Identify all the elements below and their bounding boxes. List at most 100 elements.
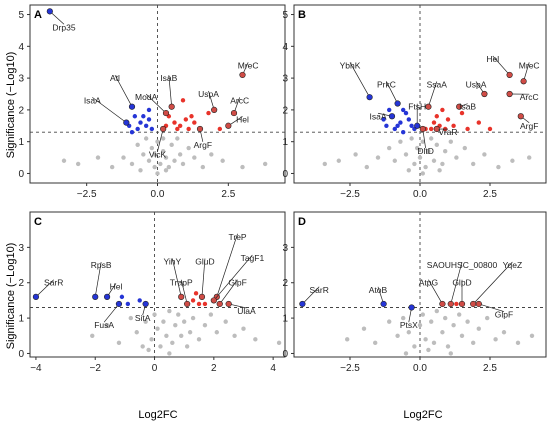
gene-label: Drp35 [52, 22, 75, 32]
point-not-significant [172, 158, 177, 163]
point-not-significant [403, 152, 409, 157]
labeled-point [475, 300, 482, 308]
point-not-significant [262, 161, 268, 167]
label-leader [478, 303, 505, 312]
gene-label: VraR [438, 127, 457, 137]
point-upregulated [175, 126, 180, 132]
gene-label: MreC [238, 60, 259, 70]
point-not-significant [429, 136, 434, 141]
point-not-significant [184, 344, 190, 349]
point-not-significant [448, 139, 453, 144]
label-leader [171, 258, 182, 297]
labeled-point [517, 113, 524, 120]
y-tick-label: 1 [282, 137, 288, 148]
x-tick-label: −2.5 [340, 189, 360, 200]
point-upregulated [196, 301, 202, 307]
labeled-point [196, 125, 204, 133]
point-upregulated [206, 110, 211, 116]
point-not-significant [485, 315, 490, 321]
point-upregulated [193, 291, 199, 296]
labeled-point [239, 71, 246, 79]
point-upregulated [440, 107, 445, 113]
gene-label: ModA [135, 92, 158, 102]
labeled-point [168, 103, 175, 110]
gene-label: IsaB [459, 102, 476, 112]
label-leader [208, 90, 215, 110]
y-tick-label: 0 [18, 169, 24, 180]
point-upregulated [459, 110, 465, 116]
point-not-significant [128, 315, 134, 321]
point-not-significant [173, 322, 178, 328]
point-not-significant [476, 326, 481, 331]
labeled-point [216, 300, 223, 308]
point-not-significant [426, 149, 431, 154]
label-leader [103, 303, 120, 323]
gene-label: TagF1 [241, 253, 265, 263]
gene-label: YbhK [340, 60, 361, 70]
point-not-significant [375, 155, 381, 160]
point-not-significant [164, 333, 169, 338]
point-downregulated [125, 301, 131, 307]
point-not-significant [202, 322, 208, 328]
point-downregulated [146, 117, 152, 122]
labeled-point [299, 300, 306, 308]
point-not-significant [149, 337, 154, 342]
point-downregulated [149, 126, 155, 132]
gene-label: GluD [195, 257, 214, 267]
gene-label: YqeZ [503, 260, 523, 270]
gene-label: AtpG [419, 278, 438, 288]
labeled-point [394, 100, 401, 107]
point-downregulated [143, 123, 149, 128]
x-tick-label: −2.5 [340, 363, 360, 374]
y-tick-label: 2 [18, 105, 24, 116]
label-leader [216, 233, 238, 297]
point-not-significant [364, 164, 369, 170]
gene-label: IsaA [84, 95, 101, 105]
labeled-point [198, 293, 206, 300]
label-leader [492, 55, 510, 76]
labeled-point [433, 125, 440, 133]
point-not-significant [176, 312, 181, 317]
point-not-significant [161, 319, 166, 324]
gene-label: UlaA [237, 306, 256, 316]
label-leader [94, 261, 102, 297]
point-not-significant [431, 158, 437, 163]
point-not-significant [465, 319, 470, 324]
point-not-significant [190, 315, 196, 321]
point-not-significant [420, 312, 425, 317]
point-not-significant [220, 158, 225, 163]
y-tick-label: 1 [18, 137, 24, 148]
point-downregulated [398, 120, 403, 125]
point-not-significant [395, 333, 400, 338]
point-not-significant [353, 152, 358, 157]
y-tick-label: 3 [18, 243, 24, 254]
point-not-significant [482, 152, 487, 157]
x-tick-label: −4 [30, 363, 42, 374]
panel-D: −2.5 0.0 2.5 0 1 2 3 SarR AtoB PtsX SAOUHSC_00800 Y… [282, 211, 547, 374]
point-not-significant [426, 347, 431, 353]
point-not-significant [241, 326, 246, 331]
point-not-significant [104, 322, 110, 328]
point-not-significant [336, 158, 341, 163]
point-not-significant [373, 340, 378, 346]
x-axis-label-right: Log2FC [403, 409, 442, 421]
point-not-significant [138, 168, 143, 173]
gene-label: GlpF [495, 310, 513, 320]
labeled-point [128, 103, 136, 110]
labeled-point [366, 94, 373, 101]
y-tick-label: 1 [18, 314, 24, 325]
point-not-significant [471, 161, 476, 167]
label-leader [201, 258, 206, 297]
point-not-significant [109, 164, 115, 170]
point-not-significant [392, 158, 397, 163]
labeled-point [388, 113, 396, 120]
labeled-point [160, 125, 167, 133]
labeled-point [439, 300, 446, 308]
point-not-significant [179, 333, 184, 338]
labeled-point [425, 103, 432, 110]
gene-label: TreP [229, 232, 247, 242]
gene-label: ArcC [520, 92, 539, 102]
point-downregulated [406, 117, 411, 122]
point-downregulated [387, 107, 392, 113]
point-upregulated [434, 114, 439, 119]
